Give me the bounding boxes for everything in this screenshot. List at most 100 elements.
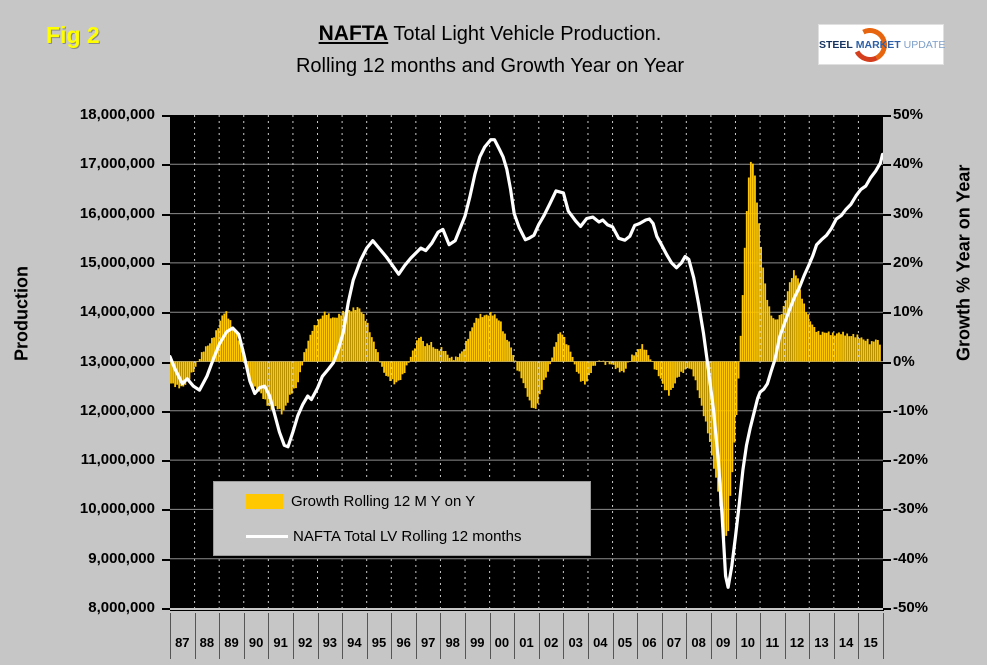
chart-title-line1: NAFTA Total Light Vehicle Production. bbox=[180, 18, 800, 51]
growth-bar bbox=[747, 177, 750, 362]
growth-bar bbox=[745, 211, 748, 362]
growth-bar bbox=[432, 347, 435, 362]
growth-bar bbox=[258, 361, 261, 392]
growth-bar bbox=[454, 356, 457, 362]
left-axis-tick: 14,000,000 bbox=[79, 303, 155, 321]
left-axis-tick: 15,000,000 bbox=[79, 253, 155, 271]
figure-number-label: Fig 2 bbox=[46, 22, 100, 48]
growth-bar bbox=[307, 340, 310, 362]
growth-bar bbox=[752, 163, 754, 362]
left-axis-tick: 9,000,000 bbox=[88, 549, 155, 567]
growth-bar bbox=[770, 315, 773, 362]
growth-bar bbox=[424, 346, 426, 362]
growth-bar bbox=[305, 348, 308, 362]
growth-bar bbox=[784, 300, 787, 362]
growth-bar bbox=[334, 317, 336, 362]
growth-bar bbox=[485, 314, 488, 362]
x-axis-tick-mark bbox=[489, 613, 491, 659]
chart-title: NAFTA Total Light Vehicle Production. Ro… bbox=[180, 18, 800, 82]
growth-bar bbox=[819, 334, 822, 362]
growth-bar bbox=[575, 361, 578, 372]
growth-bar bbox=[768, 306, 771, 362]
growth-bar bbox=[338, 313, 340, 362]
growth-bar bbox=[694, 361, 697, 381]
growth-bar bbox=[354, 310, 357, 362]
growth-bar bbox=[569, 351, 572, 362]
growth-bar bbox=[668, 361, 670, 396]
growth-bar bbox=[319, 318, 322, 362]
right-tick-mark bbox=[883, 411, 891, 413]
x-axis-tick-mark bbox=[612, 613, 614, 659]
growth-bar bbox=[385, 361, 388, 376]
growth-bar bbox=[700, 361, 703, 406]
growth-bar bbox=[309, 334, 312, 362]
x-axis-tick: 94 bbox=[347, 635, 362, 650]
legend: Growth Rolling 12 M Y on Y NAFTA Total L… bbox=[213, 481, 591, 556]
growth-bar bbox=[606, 361, 609, 362]
x-axis-tick: 99 bbox=[470, 635, 485, 650]
growth-bar bbox=[475, 317, 478, 362]
growth-bar bbox=[821, 331, 824, 362]
growth-bar bbox=[372, 341, 375, 362]
right-axis-tick: -20% bbox=[893, 451, 929, 469]
growth-bar bbox=[860, 337, 863, 362]
left-axis-tick: 8,000,000 bbox=[88, 599, 155, 616]
growth-bar bbox=[250, 361, 252, 383]
vertical-gridlines bbox=[194, 115, 859, 608]
growth-bar bbox=[352, 307, 355, 362]
x-axis-tick-mark bbox=[710, 613, 712, 659]
growth-bar bbox=[233, 330, 236, 362]
growth-bar bbox=[684, 361, 687, 370]
x-axis-tick: 91 bbox=[273, 635, 288, 650]
growth-bar bbox=[727, 361, 730, 532]
growth-bar bbox=[723, 361, 726, 540]
growth-bar bbox=[842, 331, 844, 362]
growth-bar bbox=[430, 341, 433, 362]
growth-bar bbox=[590, 361, 592, 374]
x-axis-tick: 07 bbox=[666, 635, 682, 650]
growth-bar bbox=[440, 347, 443, 362]
x-axis-tick-mark bbox=[588, 613, 589, 659]
growth-bar bbox=[407, 361, 410, 363]
growth-bar bbox=[362, 314, 365, 362]
growth-bar bbox=[729, 361, 732, 496]
x-axis-tick: 96 bbox=[396, 635, 411, 650]
growth-bar bbox=[733, 361, 736, 443]
growth-bar bbox=[598, 360, 601, 362]
growth-bar bbox=[592, 361, 594, 366]
growth-bar bbox=[321, 315, 324, 362]
growth-bar bbox=[801, 298, 803, 362]
right-axis-tick: 0% bbox=[893, 352, 915, 370]
x-axis-tick: 09 bbox=[715, 635, 731, 650]
growth-bar bbox=[291, 361, 293, 394]
growth-bar bbox=[838, 332, 840, 362]
growth-bar bbox=[549, 361, 551, 365]
x-axis-tick: 87 bbox=[175, 635, 190, 650]
growth-bar bbox=[356, 307, 359, 362]
growth-bar bbox=[672, 361, 674, 388]
growth-bar bbox=[184, 361, 187, 385]
growth-bar bbox=[465, 340, 467, 362]
growth-bar bbox=[754, 175, 756, 362]
growth-bar bbox=[317, 319, 320, 362]
growth-bar bbox=[856, 334, 859, 362]
growth-bar bbox=[190, 361, 193, 373]
growth-bar bbox=[848, 336, 851, 362]
growth-bar bbox=[524, 361, 527, 389]
growth-bar bbox=[557, 333, 560, 362]
growth-bar bbox=[497, 320, 500, 362]
growth-bar bbox=[411, 350, 414, 362]
x-axis-tick: 06 bbox=[642, 635, 657, 650]
growth-bar bbox=[807, 314, 810, 362]
growth-bar bbox=[809, 321, 812, 362]
x-axis-tick: 98 bbox=[445, 635, 460, 650]
left-axis-tick: 17,000,000 bbox=[79, 155, 155, 173]
growth-bar bbox=[581, 361, 584, 381]
growth-bar bbox=[760, 246, 762, 362]
growth-bar bbox=[647, 355, 650, 362]
growth-bar bbox=[868, 344, 871, 362]
x-axis-tick-mark bbox=[391, 613, 393, 659]
growth-bar bbox=[495, 318, 498, 362]
x-axis-tick: 10 bbox=[740, 635, 756, 650]
growth-bar bbox=[622, 361, 625, 373]
